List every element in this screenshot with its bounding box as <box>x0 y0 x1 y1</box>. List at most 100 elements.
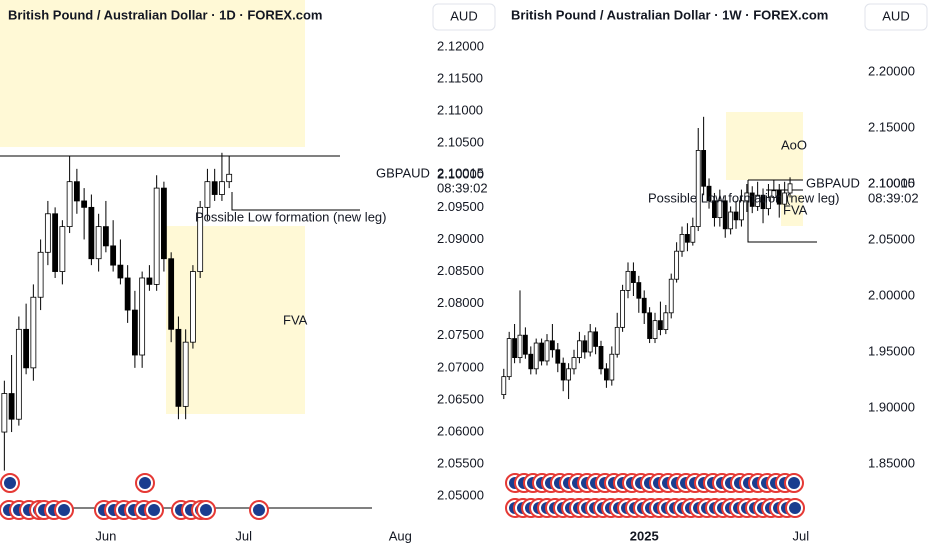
candle-body <box>30 296 37 369</box>
candle-body <box>576 340 582 359</box>
candle-body <box>712 200 717 219</box>
y-tick-label: 2.05500 <box>437 456 484 471</box>
candle-body <box>647 312 653 339</box>
candle-body <box>153 187 160 285</box>
candle-body <box>782 192 788 205</box>
candle-body <box>528 353 534 370</box>
y-tick-label: 2.00000 <box>868 287 915 302</box>
candle-body <box>44 213 51 253</box>
candle-body <box>766 197 771 210</box>
candle-body <box>555 349 561 364</box>
level-line <box>231 192 360 211</box>
y-tick-label: 2.11000 <box>437 102 483 117</box>
chart-title: British Pound / Australian Dollar · 1D ·… <box>8 7 322 22</box>
candle-body <box>517 334 523 359</box>
candle-body <box>636 282 642 299</box>
candle-body <box>566 368 571 381</box>
candle-body <box>182 341 189 407</box>
candle-body <box>544 340 550 362</box>
y-tick-label: 2.09500 <box>437 199 484 214</box>
y-tick-label: 2.20000 <box>868 63 915 78</box>
y-tick-label: 1.90000 <box>868 399 915 414</box>
candle-body <box>539 342 544 362</box>
candle-body <box>658 320 663 331</box>
annotation: AoO <box>781 137 807 152</box>
candle-body <box>685 234 690 243</box>
candle-body <box>59 226 66 272</box>
candle-body <box>81 200 88 208</box>
candle-body <box>88 206 95 260</box>
candle-body <box>668 278 674 314</box>
event-icon-flag <box>253 504 265 516</box>
chart-title: British Pound / Australian Dollar · 1W ·… <box>511 7 828 22</box>
countdown: 08:39:02 <box>437 181 488 196</box>
candle-body <box>549 340 555 351</box>
candle-body <box>66 181 73 228</box>
candle-body <box>52 213 59 272</box>
unit-box[interactable] <box>432 3 496 31</box>
event-icon-flag <box>788 477 800 489</box>
countdown: 08:39:02 <box>868 190 919 205</box>
candle-body <box>226 173 233 183</box>
candle-body <box>598 346 604 370</box>
candle-body <box>652 320 658 339</box>
x-tick-label: Jul <box>793 528 810 543</box>
candle-body <box>631 270 636 283</box>
candle-body <box>663 312 669 331</box>
event-icon-flag <box>148 504 160 516</box>
y-tick-label: 1.85000 <box>868 455 915 470</box>
y-tick-label: 2.09000 <box>437 231 484 246</box>
y-tick-label: 2.07500 <box>437 327 484 342</box>
candle-body <box>625 270 631 291</box>
candle-body <box>124 277 131 311</box>
x-tick-label: Jul <box>235 528 252 543</box>
event-icon-flag <box>58 504 70 516</box>
candle-body <box>593 331 599 347</box>
candle-body <box>706 185 712 202</box>
candle-body <box>117 264 124 279</box>
annotation: Possible Low formation (new leg) <box>648 190 839 205</box>
candle-body <box>37 251 44 298</box>
candle-body <box>717 200 723 219</box>
candle-body <box>161 187 167 260</box>
y-tick-label: 2.10000 <box>437 167 484 182</box>
candle-body <box>695 150 701 227</box>
zone <box>0 0 305 147</box>
candle-body <box>733 211 739 221</box>
candle-body <box>787 183 793 194</box>
candle-body <box>110 245 117 266</box>
annotation: Possible Low formation (new leg) <box>195 209 386 224</box>
candle-body <box>219 181 225 195</box>
candle-body <box>701 150 707 187</box>
unit-box[interactable] <box>864 3 928 31</box>
candle-body <box>168 258 175 330</box>
candle-body <box>501 376 507 395</box>
x-tick-label: Jun <box>95 528 116 543</box>
y-tick-label: 2.08000 <box>437 295 484 310</box>
candle-body <box>15 328 22 420</box>
annotation: FVA <box>783 202 808 217</box>
candle-body <box>728 211 734 230</box>
y-tick-label: 2.05000 <box>437 488 484 503</box>
annotation: FVA <box>283 312 308 327</box>
candle-body <box>604 368 609 381</box>
event-icon-flag <box>139 477 151 489</box>
last-price: 2.10015 <box>868 175 915 190</box>
y-tick-label: 2.11500 <box>437 70 483 85</box>
candle-body <box>190 271 196 343</box>
candle-body <box>620 290 626 328</box>
candle-body <box>211 181 218 195</box>
candle-body <box>609 353 615 381</box>
candle-body <box>760 194 766 210</box>
x-tick-label: 2025 <box>630 528 659 543</box>
y-tick-label: 2.12000 <box>437 38 484 53</box>
y-tick-label: 2.08500 <box>437 263 484 278</box>
candle-body <box>755 194 761 207</box>
y-tick-label: 2.07000 <box>437 359 484 374</box>
candle-body <box>139 277 146 356</box>
event-icon-flag <box>789 502 801 514</box>
y-tick-label: 2.10000 <box>868 175 915 190</box>
symbol-label: GBPAUD <box>806 175 860 190</box>
symbol-label: GBPAUD <box>376 166 430 181</box>
